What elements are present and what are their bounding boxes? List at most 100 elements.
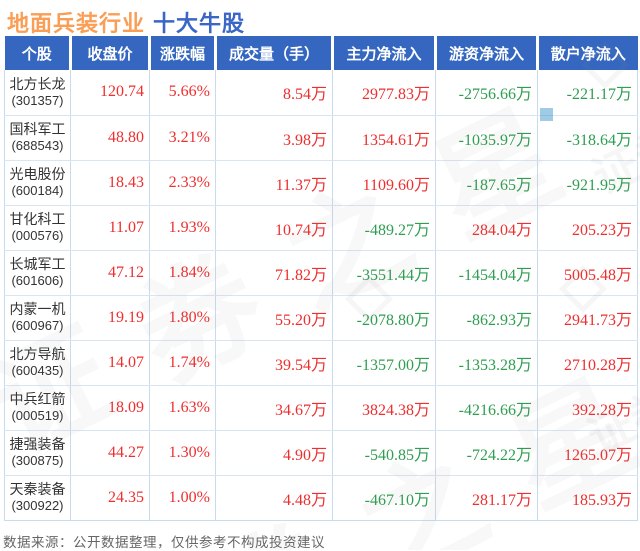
stock-cell: 内蒙一机 (600967) <box>4 295 71 341</box>
close-cell: 44.27 <box>70 430 150 476</box>
hot-cell: -1454.04万 <box>435 250 538 296</box>
stock-cell: 长城军工 (601606) <box>4 250 71 296</box>
stock-name: 天秦装备 <box>9 481 66 497</box>
retail-cell: -318.64万 <box>537 115 638 161</box>
stock-name: 内蒙一机 <box>9 301 66 317</box>
volume-cell: 4.48万 <box>215 475 333 521</box>
stock-cell: 北方长龙 (301357) <box>4 70 71 116</box>
stock-code: (688543) <box>11 138 64 153</box>
stock-name: 中兵红箭 <box>9 391 66 407</box>
close-cell: 120.74 <box>70 70 150 116</box>
column-header-3: 涨跌幅 <box>149 36 217 70</box>
hot-cell: -724.22万 <box>435 430 538 476</box>
change-cell: 1.30% <box>149 430 216 476</box>
hot-cell: -4216.66万 <box>435 385 538 431</box>
table-row: 内蒙一机 (600967) 19.19 1.80% 55.20万 -2078.80万 -86… <box>4 295 638 341</box>
stock-name: 捷强装备 <box>9 436 66 452</box>
stock-code: (600967) <box>11 318 64 333</box>
stock-cell: 光电股份 (600184) <box>4 160 71 206</box>
page-title: 地面兵装行业 十大牛股 <box>7 6 245 38</box>
close-cell: 24.35 <box>70 475 150 521</box>
table-row: 捷强装备 (300875) 44.27 1.30% 4.90万 -540.85万 -724.… <box>4 430 638 476</box>
stock-cell: 天秦装备 (300922) <box>4 475 71 521</box>
stock-cell: 北方导航 (600435) <box>4 340 71 386</box>
change-cell: 1.63% <box>149 385 216 431</box>
table-row: 北方长龙 (301357) 120.74 5.66% 8.54万 2977.83万 -275… <box>4 70 638 116</box>
stock-code: (601606) <box>11 273 64 288</box>
table-row: 光电股份 (600184) 18.43 2.33% 11.37万 1109.60万 -187… <box>4 160 638 206</box>
volume-cell: 39.54万 <box>215 340 333 386</box>
column-header-7: 散户净流入 <box>537 36 638 70</box>
volume-cell: 55.20万 <box>215 295 333 341</box>
main-cell: -3551.44万 <box>332 250 436 296</box>
close-cell: 48.80 <box>70 115 150 161</box>
stock-code: (600435) <box>11 363 64 378</box>
stock-cell: 甘化科工 (000576) <box>4 205 71 251</box>
retail-cell: 1265.07万 <box>537 430 638 476</box>
table-row: 国科军工 (688543) 48.80 3.21% 3.98万 1354.61万 -1035… <box>4 115 638 161</box>
hot-cell: -1035.97万 <box>435 115 538 161</box>
close-cell: 14.07 <box>70 340 150 386</box>
main-cell: -540.85万 <box>332 430 436 476</box>
stock-cell: 中兵红箭 (000519) <box>4 385 71 431</box>
table-header-row: 个股 收盘价 涨跌幅 成交量（手） 主力净流入 游资净流入 散户净流入 <box>4 36 638 70</box>
data-source-note: 数据来源：公开数据整理，仅供参考不构成投资建议 <box>3 535 325 550</box>
stock-code: (301357) <box>11 92 64 108</box>
stock-name: 北方导航 <box>9 346 66 362</box>
hot-cell: 284.04万 <box>435 205 538 251</box>
column-header-6: 游资净流入 <box>435 36 539 70</box>
close-cell: 11.07 <box>70 205 150 251</box>
change-cell: 3.21% <box>149 115 216 161</box>
stock-code: (300922) <box>11 498 64 513</box>
column-header-2: 收盘价 <box>70 36 151 70</box>
retail-cell: 205.23万 <box>537 205 638 251</box>
change-cell: 1.74% <box>149 340 216 386</box>
hot-cell: 281.17万 <box>435 475 538 521</box>
main-cell: 3824.38万 <box>332 385 436 431</box>
hot-cell: -1353.28万 <box>435 340 538 386</box>
close-cell: 18.43 <box>70 160 150 206</box>
change-cell: 1.93% <box>149 205 216 251</box>
top-stocks-table: 个股 收盘价 涨跌幅 成交量（手） 主力净流入 游资净流入 散户净流入 北方长龙 (30135… <box>4 36 638 521</box>
stock-name: 长城军工 <box>9 256 66 272</box>
industry-title: 地面兵装行业 <box>7 11 146 36</box>
hot-cell: -2756.66万 <box>435 70 538 116</box>
main-cell: -489.27万 <box>332 205 436 251</box>
volume-cell: 11.37万 <box>215 160 333 206</box>
column-header-5: 主力净流入 <box>332 36 437 70</box>
volume-cell: 4.90万 <box>215 430 333 476</box>
hot-cell: -187.65万 <box>435 160 538 206</box>
table-row: 长城军工 (601606) 47.12 1.84% 71.82万 -3551.44万 -14… <box>4 250 638 296</box>
volume-cell: 3.98万 <box>215 115 333 161</box>
close-cell: 47.12 <box>70 250 150 296</box>
column-header-4: 成交量（手） <box>215 36 334 70</box>
table-header: 个股 收盘价 涨跌幅 成交量（手） 主力净流入 游资净流入 散户净流入 <box>4 36 638 70</box>
stock-name: 北方长龙 <box>9 75 66 92</box>
retail-cell: 2710.28万 <box>537 340 638 386</box>
retail-cell: 5005.48万 <box>537 250 638 296</box>
hot-cell: -862.93万 <box>435 295 538 341</box>
stock-name: 甘化科工 <box>9 211 66 227</box>
close-cell: 19.19 <box>70 295 150 341</box>
table-body: 北方长龙 (301357) 120.74 5.66% 8.54万 2977.83万 -275… <box>4 70 638 521</box>
change-cell: 5.66% <box>149 70 216 116</box>
close-cell: 18.09 <box>70 385 150 431</box>
change-cell: 2.33% <box>149 160 216 206</box>
retail-cell: 185.93万 <box>537 475 638 521</box>
stock-cell: 捷强装备 (300875) <box>4 430 71 476</box>
change-cell: 1.84% <box>149 250 216 296</box>
main-cell: -2078.80万 <box>332 295 436 341</box>
volume-cell: 10.74万 <box>215 205 333 251</box>
stock-code: (300875) <box>11 453 64 468</box>
table-row: 北方导航 (600435) 14.07 1.74% 39.54万 -1357.00万 -13… <box>4 340 638 386</box>
volume-cell: 34.67万 <box>215 385 333 431</box>
stock-code: (600184) <box>11 183 64 198</box>
main-cell: -467.10万 <box>332 475 436 521</box>
main-cell: 1354.61万 <box>332 115 436 161</box>
table-row: 中兵红箭 (000519) 18.09 1.63% 34.67万 3824.38万 -421… <box>4 385 638 431</box>
column-header-1: 个股 <box>4 36 72 70</box>
retail-cell: 392.28万 <box>537 385 638 431</box>
retail-cell: -921.95万 <box>537 160 638 206</box>
retail-cell: 2941.73万 <box>537 295 638 341</box>
